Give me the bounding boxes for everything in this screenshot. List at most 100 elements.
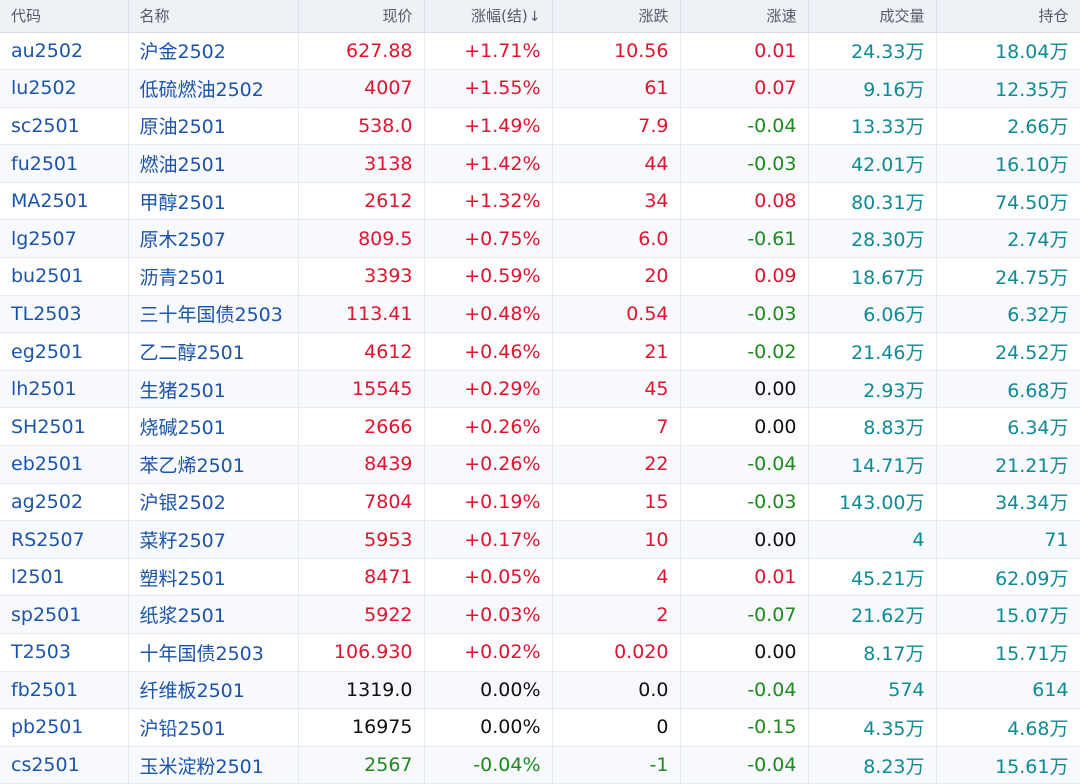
table-row[interactable]: cs2501 玉米淀粉2501 2567 -0.04% -1 -0.04 8.23万 15.6… xyxy=(0,746,1080,784)
change-cell: 4 xyxy=(552,558,681,597)
column-header-pct[interactable]: 涨幅(结)↓ xyxy=(424,0,553,33)
contract-name-cell: 沪铅2501 xyxy=(128,708,299,747)
contract-name-cell: 沪金2502 xyxy=(128,32,299,71)
open-interest-cell: 12.35万 xyxy=(936,69,1080,108)
change-percent-cell: +0.03% xyxy=(424,595,553,634)
table-row[interactable]: MA2501 甲醇2501 2612 +1.32% 34 0.08 80.31万 74.50万 xyxy=(0,182,1080,221)
speed-cell: -0.02 xyxy=(680,332,809,371)
change-percent-cell: +0.29% xyxy=(424,370,553,409)
contract-name-cell: 十年国债2503 xyxy=(128,633,299,672)
sort-descending-icon: ↓ xyxy=(528,9,541,26)
volume-cell: 8.83万 xyxy=(808,407,937,447)
table-row[interactable]: eg2501 乙二醇2501 4612 +0.46% 21 -0.02 21.46万 24.5… xyxy=(0,332,1080,371)
volume-cell: 9.16万 xyxy=(808,69,937,108)
speed-cell: 0.07 xyxy=(680,69,809,108)
contract-name-cell: 沥青2501 xyxy=(128,257,299,296)
speed-cell: 0.01 xyxy=(680,558,809,597)
table-row[interactable]: sp2501 纸浆2501 5922 +0.03% 2 -0.07 21.62万 15.07万 xyxy=(0,595,1080,634)
table-row[interactable]: SH2501 烧碱2501 2666 +0.26% 7 0.00 8.83万 6.34万 xyxy=(0,407,1080,447)
table-row[interactable]: pb2501 沪铅2501 16975 0.00% 0 -0.15 4.35万 4.68万 xyxy=(0,708,1080,747)
speed-cell: -0.04 xyxy=(680,107,809,146)
table-row[interactable]: RS2507 菜籽2507 5953 +0.17% 10 0.00 4 71 xyxy=(0,520,1080,559)
price-cell: 15545 xyxy=(298,370,425,409)
contract-name-cell: 烧碱2501 xyxy=(128,407,299,447)
table-row[interactable]: au2502 沪金2502 627.88 +1.71% 10.56 0.01 24.33万 1… xyxy=(0,32,1080,71)
column-header-name[interactable]: 名称 xyxy=(128,0,299,33)
contract-name-cell: 乙二醇2501 xyxy=(128,332,299,371)
table-row[interactable]: T2503 十年国债2503 106.930 +0.02% 0.020 0.00 8.17万… xyxy=(0,633,1080,672)
contract-name-cell: 燃油2501 xyxy=(128,144,299,183)
contract-name-cell: 低硫燃油2502 xyxy=(128,69,299,108)
open-interest-cell: 34.34万 xyxy=(936,483,1080,522)
contract-name-cell: 苯乙烯2501 xyxy=(128,445,299,484)
column-header-change[interactable]: 涨跌 xyxy=(552,0,681,33)
column-header-code[interactable]: 代码 xyxy=(0,0,129,33)
contract-name-cell: 纸浆2501 xyxy=(128,595,299,634)
column-header-speed[interactable]: 涨速 xyxy=(680,0,809,33)
volume-cell: 28.30万 xyxy=(808,219,937,259)
volume-cell: 6.06万 xyxy=(808,295,937,334)
change-percent-cell: -0.04% xyxy=(424,746,553,784)
volume-cell: 42.01万 xyxy=(808,144,937,183)
price-cell: 3138 xyxy=(298,144,425,183)
table-row[interactable]: eb2501 苯乙烯2501 8439 +0.26% 22 -0.04 14.71万 21.2… xyxy=(0,445,1080,484)
price-cell: 5922 xyxy=(298,595,425,634)
speed-cell: -0.04 xyxy=(680,445,809,484)
change-percent-cell: +0.17% xyxy=(424,520,553,559)
change-cell: 15 xyxy=(552,483,681,522)
speed-cell: 0.00 xyxy=(680,370,809,409)
price-cell: 16975 xyxy=(298,708,425,747)
table-row[interactable]: lu2502 低硫燃油2502 4007 +1.55% 61 0.07 9.16万 12.35… xyxy=(0,69,1080,108)
speed-cell: -0.04 xyxy=(680,746,809,784)
table-row[interactable]: lh2501 生猪2501 15545 +0.29% 45 0.00 2.93万 6.68万 xyxy=(0,370,1080,409)
price-cell: 4612 xyxy=(298,332,425,371)
change-cell: 21 xyxy=(552,332,681,371)
change-cell: 0.54 xyxy=(552,295,681,334)
change-cell: 45 xyxy=(552,370,681,409)
column-header-price[interactable]: 现价 xyxy=(298,0,425,33)
open-interest-cell: 74.50万 xyxy=(936,182,1080,221)
open-interest-cell: 4.68万 xyxy=(936,708,1080,747)
open-interest-cell: 24.52万 xyxy=(936,332,1080,371)
volume-cell: 13.33万 xyxy=(808,107,937,146)
table-row[interactable]: sc2501 原油2501 538.0 +1.49% 7.9 -0.04 13.33万 2.6… xyxy=(0,107,1080,146)
table-row[interactable]: fu2501 燃油2501 3138 +1.42% 44 -0.03 42.01万 16.10… xyxy=(0,144,1080,183)
contract-code-cell: MA2501 xyxy=(0,182,129,221)
change-cell: 61 xyxy=(552,69,681,108)
table-row[interactable]: ag2502 沪银2502 7804 +0.19% 15 -0.03 143.00万 34.3… xyxy=(0,483,1080,522)
contract-code-cell: au2502 xyxy=(0,32,129,71)
change-percent-cell: +0.26% xyxy=(424,407,553,447)
contract-code-cell: l2501 xyxy=(0,558,129,597)
table-row[interactable]: fb2501 纤维板2501 1319.0 0.00% 0.0 -0.04 574 614 xyxy=(0,671,1080,710)
contract-name-cell: 玉米淀粉2501 xyxy=(128,746,299,784)
contract-name-cell: 菜籽2507 xyxy=(128,520,299,559)
speed-cell: 0.01 xyxy=(680,32,809,71)
contract-name-cell: 甲醇2501 xyxy=(128,182,299,221)
table-row[interactable]: TL2503 三十年国债2503 113.41 +0.48% 0.54 -0.03 6.06… xyxy=(0,295,1080,334)
table-row[interactable]: l2501 塑料2501 8471 +0.05% 4 0.01 45.21万 62.09万 xyxy=(0,558,1080,597)
volume-cell: 4.35万 xyxy=(808,708,937,747)
open-interest-cell: 24.75万 xyxy=(936,257,1080,296)
change-cell: 2 xyxy=(552,595,681,634)
change-percent-cell: +1.32% xyxy=(424,182,553,221)
header-row: 代码 名称 现价 涨幅(结)↓ 涨跌 涨速 成交量 持仓 xyxy=(0,0,1080,33)
change-cell: 44 xyxy=(552,144,681,183)
table-row[interactable]: lg2507 原木2507 809.5 +0.75% 6.0 -0.61 28.30万 2.7… xyxy=(0,219,1080,259)
contract-code-cell: lh2501 xyxy=(0,370,129,409)
table-row[interactable]: bu2501 沥青2501 3393 +0.59% 20 0.09 18.67万 24.75万 xyxy=(0,257,1080,296)
contract-name-cell: 原木2507 xyxy=(128,219,299,259)
price-cell: 2567 xyxy=(298,746,425,784)
contract-name-cell: 纤维板2501 xyxy=(128,671,299,710)
contract-code-cell: eb2501 xyxy=(0,445,129,484)
price-cell: 4007 xyxy=(298,69,425,108)
column-header-oi[interactable]: 持仓 xyxy=(936,0,1080,33)
change-cell: 7.9 xyxy=(552,107,681,146)
open-interest-cell: 614 xyxy=(936,671,1080,710)
open-interest-cell: 18.04万 xyxy=(936,32,1080,71)
volume-cell: 2.93万 xyxy=(808,370,937,409)
contract-name-cell: 三十年国债2503 xyxy=(128,295,299,334)
speed-cell: 0.00 xyxy=(680,520,809,559)
volume-cell: 24.33万 xyxy=(808,32,937,71)
column-header-volume[interactable]: 成交量 xyxy=(808,0,937,33)
